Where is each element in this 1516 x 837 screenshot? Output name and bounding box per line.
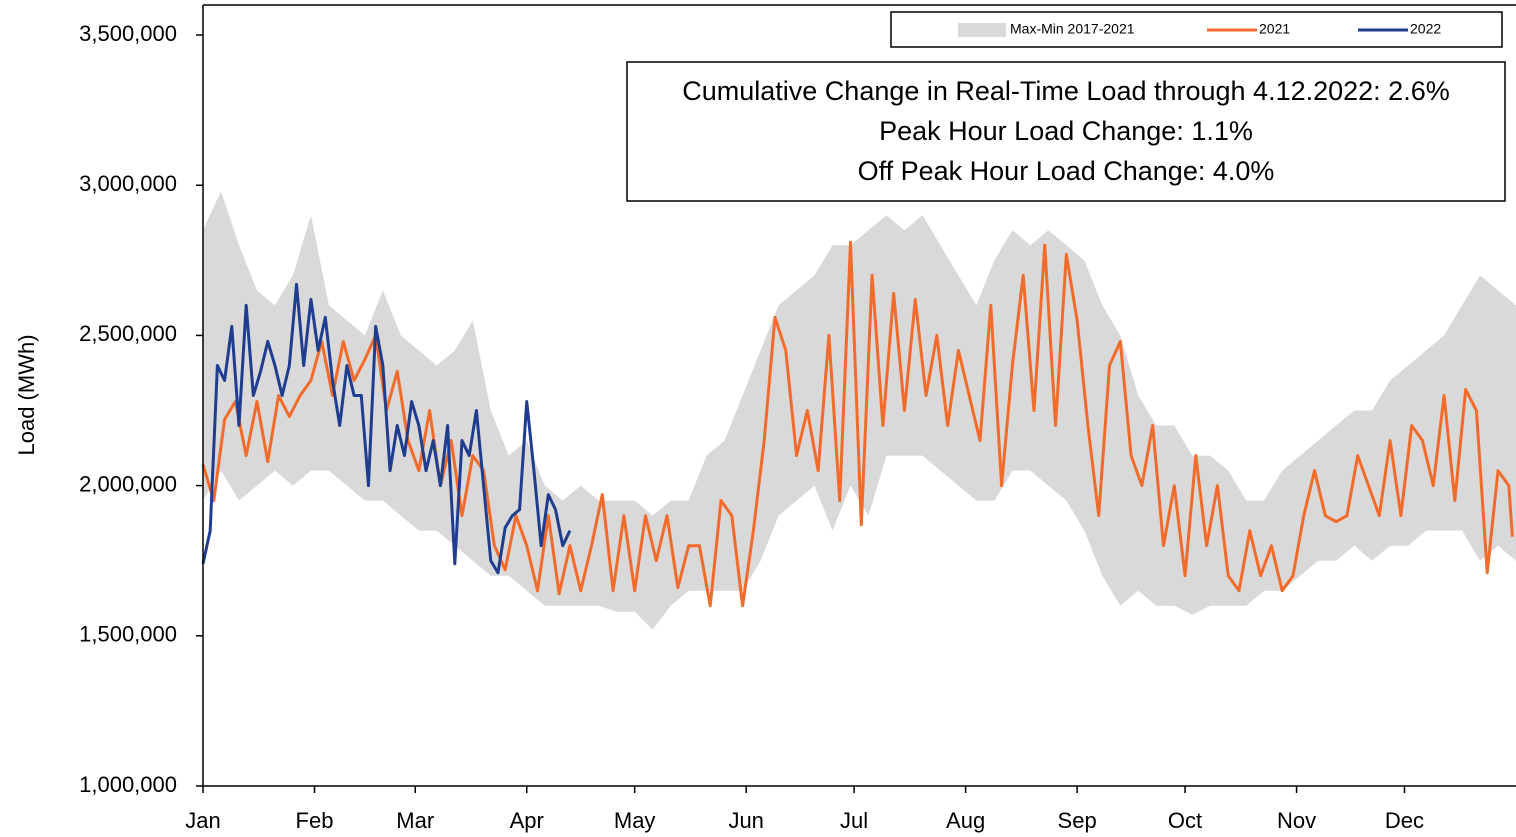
- legend-label: 2021: [1259, 21, 1290, 37]
- annotation-box: [626, 61, 1506, 202]
- range-band: [203, 191, 1516, 630]
- annotation: Off Peak Hour Load Change: 4.0%: [858, 156, 1275, 186]
- y-tick-label: 1,000,000: [79, 772, 177, 797]
- x-tick-label: Jun: [728, 808, 763, 833]
- legend-label: Max-Min 2017-2021: [1010, 21, 1135, 37]
- plot-area: [201, 191, 1516, 630]
- x-tick-label: Jan: [185, 808, 220, 833]
- x-tick-label: Mar: [396, 808, 434, 833]
- y-tick-label: 3,000,000: [79, 171, 177, 196]
- y-axis-title: Load (MWh): [14, 334, 39, 455]
- x-tick-label: Feb: [296, 808, 334, 833]
- legend-swatch: [958, 23, 1006, 37]
- x-tick-label: Aug: [946, 808, 985, 833]
- x-tick-label: Oct: [1168, 808, 1202, 833]
- y-tick-label: 2,000,000: [79, 471, 177, 496]
- legend-label: 2022: [1410, 21, 1441, 37]
- y-tick-label: 3,500,000: [79, 21, 177, 46]
- line-2022: [201, 282, 572, 575]
- x-tick-label: Dec: [1385, 808, 1424, 833]
- x-tick-label: Sep: [1058, 808, 1097, 833]
- annotation: Peak Hour Load Change: 1.1%: [879, 116, 1253, 146]
- y-tick-label: 1,500,000: [79, 622, 177, 647]
- x-tick-label: Nov: [1277, 808, 1316, 833]
- x-tick-label: Jul: [840, 808, 868, 833]
- x-tick-label: Apr: [510, 808, 544, 833]
- x-tick-label: May: [614, 808, 656, 833]
- y-tick-label: 2,500,000: [79, 321, 177, 346]
- annotation: Cumulative Change in Real-Time Load thro…: [682, 76, 1449, 106]
